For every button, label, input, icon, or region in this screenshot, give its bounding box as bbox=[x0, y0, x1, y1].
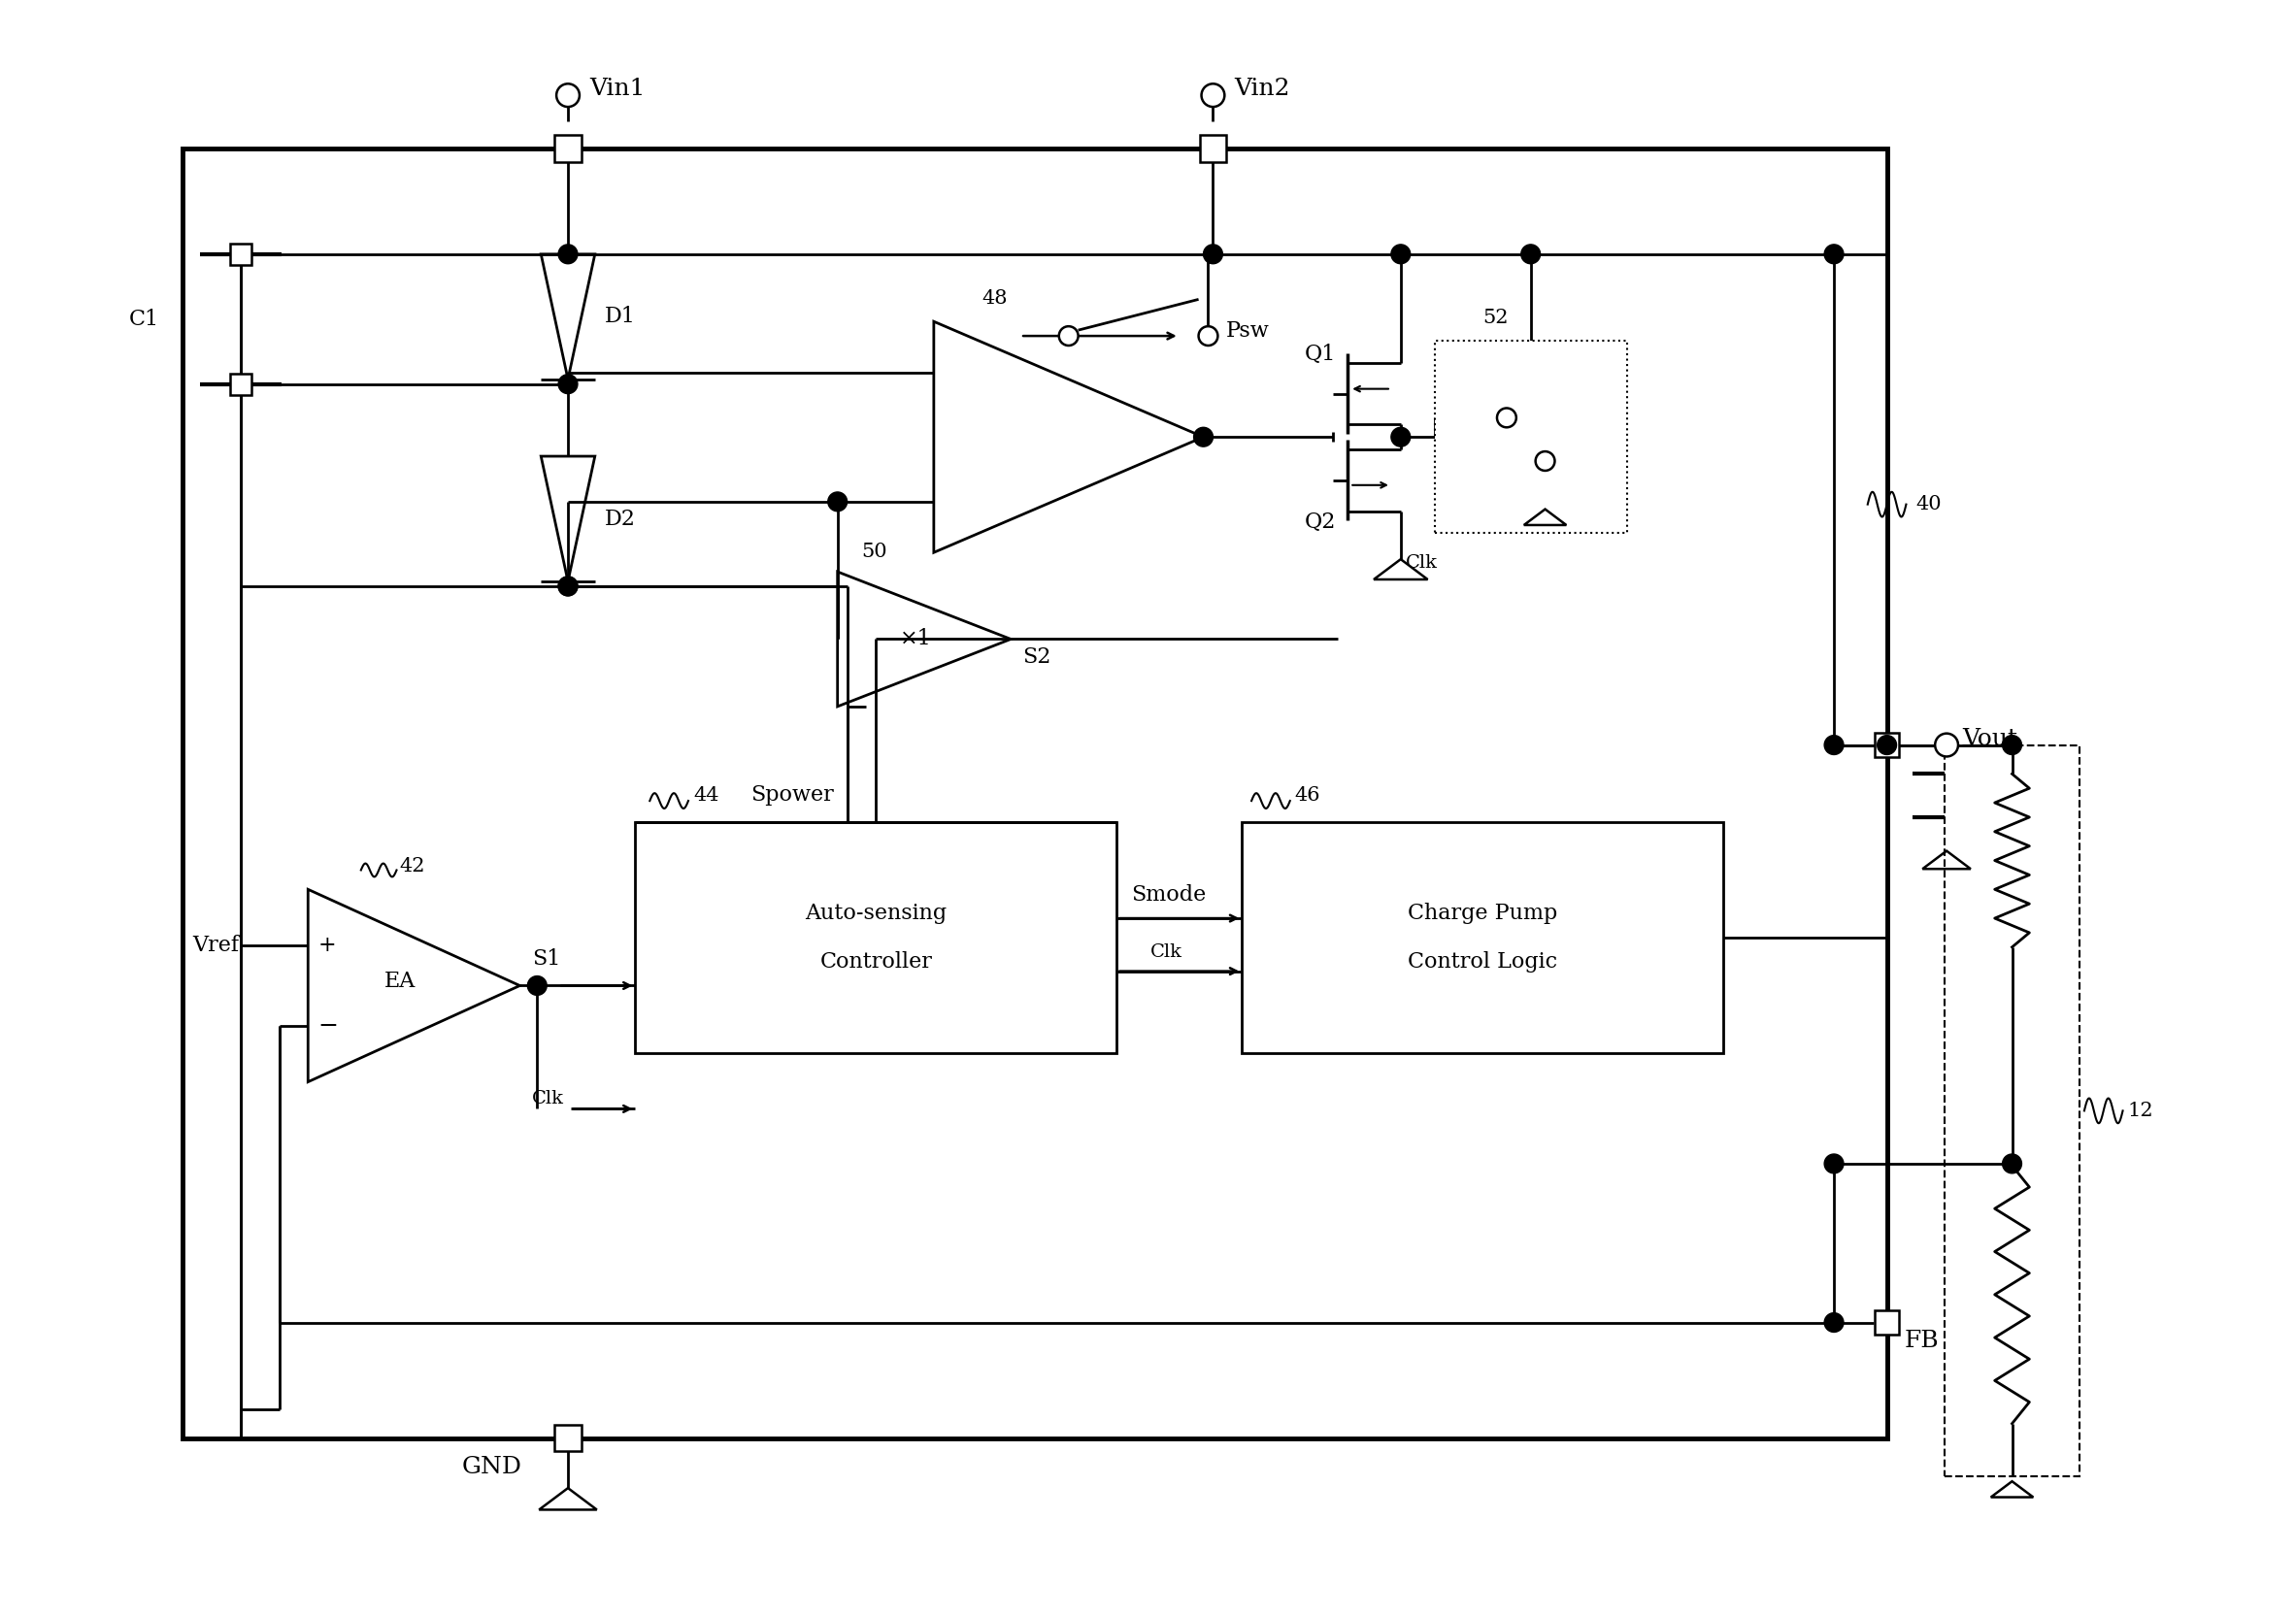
Text: Clk: Clk bbox=[1440, 508, 1469, 526]
Circle shape bbox=[1497, 408, 1515, 427]
Text: Spower: Spower bbox=[751, 785, 833, 806]
Bar bbox=[1242, 822, 1724, 1053]
Circle shape bbox=[1878, 735, 1896, 754]
Bar bbox=[184, 149, 1887, 1438]
Bar bbox=[553, 1424, 581, 1451]
Text: 42: 42 bbox=[400, 858, 425, 875]
Text: GND: GND bbox=[461, 1456, 521, 1479]
Circle shape bbox=[1936, 733, 1958, 757]
Text: Clk: Clk bbox=[533, 1091, 565, 1108]
Circle shape bbox=[1201, 84, 1224, 107]
Circle shape bbox=[1199, 327, 1217, 346]
Text: Cout: Cout bbox=[1991, 785, 2041, 806]
Bar bbox=[1874, 1311, 1899, 1335]
Text: −: − bbox=[317, 1014, 338, 1037]
Text: Charge Pump: Charge Pump bbox=[1407, 903, 1557, 924]
Circle shape bbox=[528, 976, 546, 995]
Text: D2: D2 bbox=[604, 508, 636, 529]
Circle shape bbox=[1391, 427, 1410, 447]
Text: 46: 46 bbox=[1295, 786, 1320, 804]
Text: C1: C1 bbox=[129, 309, 158, 330]
Circle shape bbox=[1825, 1312, 1844, 1332]
Circle shape bbox=[1203, 244, 1221, 264]
Text: Auto-sensing: Auto-sensing bbox=[806, 903, 946, 924]
Text: Control Logic: Control Logic bbox=[1407, 951, 1557, 972]
Text: Psw: Psw bbox=[1226, 320, 1270, 341]
Circle shape bbox=[1825, 1154, 1844, 1173]
Text: Smode: Smode bbox=[1132, 885, 1205, 906]
Circle shape bbox=[558, 576, 579, 595]
Text: 12: 12 bbox=[2128, 1102, 2154, 1120]
Circle shape bbox=[558, 576, 579, 595]
Text: 44: 44 bbox=[693, 786, 719, 804]
Bar bbox=[230, 374, 250, 395]
Circle shape bbox=[1536, 451, 1554, 471]
Text: Clk: Clk bbox=[1150, 943, 1182, 961]
Text: D1: D1 bbox=[604, 306, 636, 327]
Text: Clk: Clk bbox=[1405, 555, 1437, 571]
Circle shape bbox=[1825, 244, 1844, 264]
Text: Q2: Q2 bbox=[1304, 511, 1336, 534]
Circle shape bbox=[2002, 1154, 2023, 1173]
Circle shape bbox=[1391, 244, 1410, 264]
Text: 52: 52 bbox=[1483, 309, 1508, 327]
Text: 50: 50 bbox=[861, 542, 889, 561]
Text: Vin1: Vin1 bbox=[590, 78, 645, 100]
Text: Controller: Controller bbox=[820, 951, 932, 972]
Text: Vin2: Vin2 bbox=[1235, 78, 1290, 100]
Circle shape bbox=[829, 492, 847, 511]
Bar bbox=[1945, 744, 2080, 1477]
Circle shape bbox=[2002, 735, 2023, 754]
Bar bbox=[1199, 134, 1226, 162]
Circle shape bbox=[1194, 427, 1212, 447]
Circle shape bbox=[556, 84, 579, 107]
Text: S1: S1 bbox=[533, 948, 560, 969]
Circle shape bbox=[558, 374, 579, 393]
Circle shape bbox=[1058, 327, 1079, 346]
Text: +: + bbox=[317, 935, 335, 956]
Text: FB: FB bbox=[1903, 1330, 1938, 1353]
Bar bbox=[1435, 341, 1628, 534]
Bar bbox=[1874, 733, 1899, 757]
Text: 40: 40 bbox=[1915, 495, 1942, 513]
Text: Vref: Vref bbox=[193, 935, 239, 956]
Text: GND: GND bbox=[1559, 500, 1603, 518]
Text: 48: 48 bbox=[983, 290, 1008, 307]
Bar bbox=[230, 244, 250, 265]
Text: ×1: ×1 bbox=[900, 628, 932, 650]
Bar bbox=[636, 822, 1116, 1053]
Text: S2: S2 bbox=[1022, 647, 1052, 668]
Bar bbox=[553, 134, 581, 162]
Text: EA: EA bbox=[383, 971, 416, 992]
Text: Vout: Vout bbox=[1963, 728, 2018, 751]
Circle shape bbox=[558, 244, 579, 264]
Circle shape bbox=[1825, 735, 1844, 754]
Circle shape bbox=[1520, 244, 1541, 264]
Text: Q1: Q1 bbox=[1304, 343, 1336, 364]
